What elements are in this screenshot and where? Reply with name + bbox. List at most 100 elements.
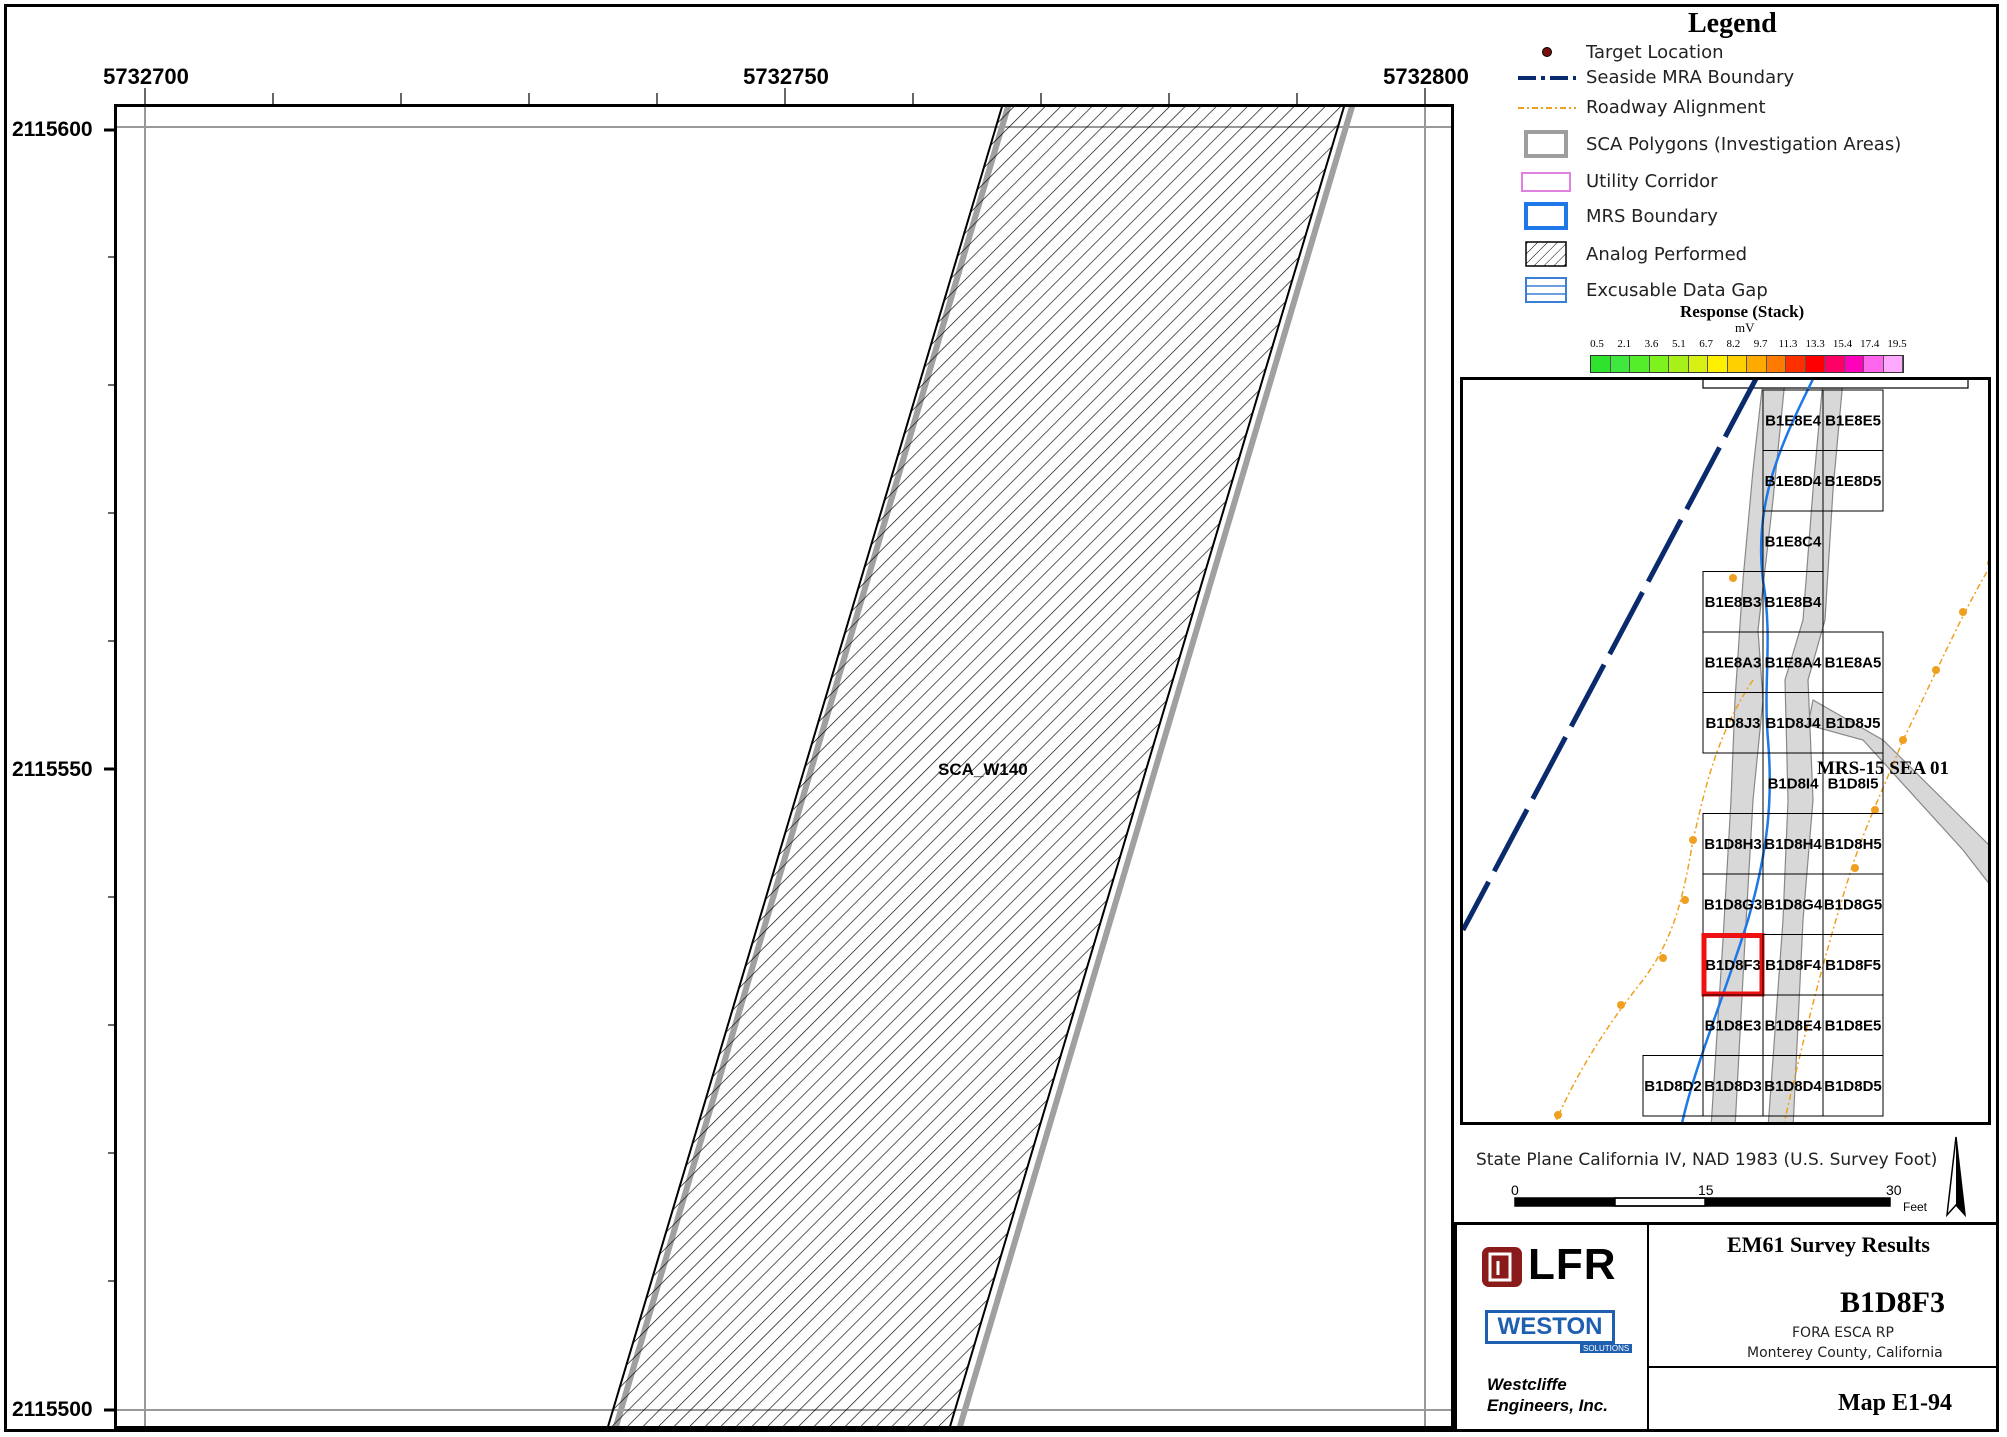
blue-box-icon	[1524, 202, 1568, 230]
colorbar-swatch	[1688, 356, 1708, 372]
westcliffe-line2: Engineers, Inc.	[1487, 1396, 1608, 1415]
colorbar-swatch	[1747, 356, 1767, 372]
response-colorbar	[1590, 355, 1904, 373]
colorbar-swatch	[1844, 356, 1864, 372]
inset-cell-label: B1E8B4	[1765, 594, 1822, 611]
inset-grid-cell[interactable]	[1822, 1055, 1884, 1117]
titleblock-title: EM61 Survey Results	[1727, 1232, 1930, 1257]
inset-cell-label: B1D8J4	[1765, 715, 1821, 732]
inset-cell-label: B1D8H5	[1824, 836, 1882, 853]
y-coord-label-3: 2115500	[12, 1398, 93, 1421]
colorbar-swatch	[1610, 356, 1630, 372]
scale-unit: Feet	[1903, 1200, 1928, 1214]
inset-cell-label: B1E8D5	[1825, 473, 1882, 490]
weston-logo: WESTON	[1485, 1310, 1615, 1344]
inset-cell-label: B1E8E5	[1825, 412, 1881, 429]
inset-cell-label: B1E8A5	[1825, 654, 1882, 671]
projection-text: State Plane California IV, NAD 1983 (U.S…	[1476, 1150, 1938, 1170]
y-coord-label-2: 2115550	[12, 758, 93, 781]
blue-hatch-box-icon	[1525, 277, 1567, 303]
colorbar-swatch	[1630, 356, 1650, 372]
inset-cell-label: B1D8G4	[1764, 896, 1823, 913]
colorbar-tick-label: 8.2	[1726, 338, 1741, 350]
weston-logo-text: WESTON	[1497, 1313, 1603, 1340]
inset-cell-label: B1D8J5	[1825, 715, 1880, 732]
colorbar-tick-label: 6.7	[1699, 338, 1713, 350]
inset-map: B1E8E4 B1E8E5 B1E8D4 B1E8D5 B1E8C4 B1E8B3 B1E8…	[1460, 377, 1991, 1125]
inset-mrs-boundary	[1681, 380, 1814, 1122]
analog-performed-area	[607, 107, 1345, 1426]
inset-cell-label: B1D8D5	[1824, 1078, 1882, 1095]
inset-cell-label: B1E8E4	[1765, 412, 1822, 429]
colorbar-swatch	[1649, 356, 1669, 372]
map-frame	[4, 4, 1999, 1432]
top-axis-ticks	[144, 88, 1426, 104]
inset-mrs-label: MRS-15 SEA 01	[1817, 758, 1949, 779]
lfr-logo-text: LFR	[1528, 1240, 1617, 1289]
legend-label-mrs: MRS Boundary	[1586, 206, 1718, 227]
inset-cell-label: B1D8F3	[1705, 957, 1761, 974]
left-axis-ticks	[104, 128, 117, 1412]
inset-seaside-mra-boundary	[1463, 380, 1759, 932]
legend-label-target: Target Location	[1586, 42, 1724, 63]
target-dot-icon	[1542, 47, 1552, 57]
polygon-label: SCA_W140	[938, 760, 1028, 779]
legend-label-utility: Utility Corridor	[1586, 171, 1718, 192]
titleblock-county: Monterey County, California	[1747, 1345, 1943, 1361]
inset-sca-corridor-3	[1807, 699, 1988, 884]
colorbar-swatch	[1766, 356, 1786, 372]
x-coord-label-1: 5732700	[103, 64, 189, 89]
inset-cell-label: B1E8D4	[1765, 473, 1822, 490]
response-unit: mV	[1735, 320, 1755, 335]
colorbar-tick-label: 0.5	[1590, 338, 1604, 350]
scale-tick-15: 15	[1698, 1182, 1714, 1198]
colorbar-swatch	[1883, 356, 1903, 372]
colorbar-tick-label: 15.4	[1832, 338, 1853, 350]
main-map	[104, 88, 1454, 1429]
inset-cell-label: B1E8A3	[1705, 654, 1762, 671]
inset-cell-label: B1D8H3	[1704, 836, 1762, 853]
lfr-logo-icon	[1482, 1247, 1522, 1287]
inset-roadway-1	[1783, 568, 1988, 1122]
colorbar-tick-label: 9.7	[1753, 338, 1768, 350]
colorbar-swatch	[1669, 356, 1689, 372]
colorbar-tick-label: 3.6	[1644, 338, 1659, 350]
legend-symbols	[1518, 47, 1576, 303]
colorbar-swatch	[1786, 356, 1806, 372]
x-coord-label-2: 5732750	[743, 64, 829, 89]
north-arrow-icon	[1945, 1136, 1967, 1218]
legend-label-analog: Analog Performed	[1586, 244, 1748, 265]
inset-cell-label: B1D8G3	[1704, 896, 1762, 913]
title-block	[1454, 1222, 1999, 1432]
colorbar-tick-label: 11.3	[1778, 338, 1798, 350]
pink-box-icon	[1521, 172, 1571, 192]
legend-label-sca-polygons: SCA Polygons (Investigation Areas)	[1586, 134, 1902, 155]
inset-grid-cell[interactable]	[1822, 450, 1884, 512]
titleblock-map-number: Map E1-94	[1838, 1390, 1952, 1416]
inset-cell-label: B1D8D2	[1644, 1078, 1702, 1095]
inset-cell-label: B1E8B3	[1705, 594, 1762, 611]
colorbar-swatch	[1727, 356, 1747, 372]
titleblock-map-name: B1D8F3	[1840, 1286, 1945, 1319]
colorbar-swatch	[1825, 356, 1845, 372]
inset-cell-label: B1D8D3	[1704, 1078, 1762, 1095]
x-coord-label-3: 5732800	[1383, 64, 1469, 89]
inset-roadway-2	[1554, 679, 1754, 1122]
y-coord-label-1: 2115600	[12, 118, 93, 141]
inset-cell-label: B1D8I4	[1768, 775, 1820, 792]
colorbar-swatch	[1591, 356, 1611, 372]
inset-cell-label: B1D8G5	[1824, 896, 1882, 913]
scale-tick-30: 30	[1886, 1182, 1902, 1198]
colorbar-swatch	[1864, 356, 1884, 372]
colorbar-swatch	[1805, 356, 1825, 372]
hatch-box-icon	[1525, 241, 1567, 267]
colorbar-tick-label: 17.4	[1860, 338, 1880, 350]
inset-cell-label: B1E8A4	[1765, 654, 1822, 671]
inset-roadway-markers	[1554, 560, 1988, 1119]
title-block-hline	[1647, 1366, 1999, 1368]
legend-label-data-gap: Excusable Data Gap	[1586, 280, 1768, 301]
inset-cell-label: B1D8J3	[1705, 715, 1760, 732]
inset-highlight-cell	[1701, 933, 1765, 997]
